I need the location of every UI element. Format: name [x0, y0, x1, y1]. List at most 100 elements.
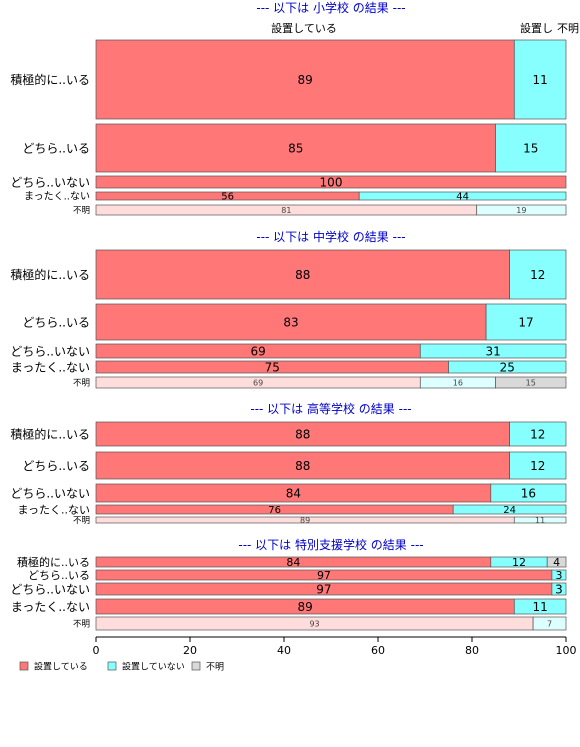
data-label: 89 [298, 600, 313, 614]
bar-segment-not-installed [485, 303, 567, 341]
data-label: 15 [526, 378, 536, 387]
legend-label-installed: 設置している [34, 661, 88, 673]
bar-segment-not-installed [551, 582, 567, 596]
legend-swatch-not-installed [107, 661, 117, 671]
data-label: 3 [555, 582, 563, 596]
bar-segment-not-installed [513, 516, 567, 524]
panel-title-3: --- 以下は 高等学校 の結果 --- [250, 401, 411, 416]
row-label: 不明 [73, 516, 90, 526]
data-label: 89 [298, 73, 313, 87]
data-label: 24 [503, 505, 516, 516]
row-label: どちら..いない [10, 175, 90, 189]
data-label: 88 [295, 459, 310, 473]
row-label: 不明 [73, 379, 90, 389]
panel-title-4: --- 以下は 特別支援学校 の結果 --- [238, 537, 423, 552]
x-tick-label: 0 [93, 644, 100, 657]
bar-segment-installed [95, 451, 510, 480]
data-label: 11 [535, 516, 545, 525]
column-label-installed: 設置している [271, 21, 337, 35]
row-label: どちら..いる [22, 459, 90, 473]
data-label: 100 [320, 175, 343, 189]
row-label: まったく..ない [11, 360, 90, 374]
row-label: 不明 [73, 620, 90, 630]
row-label: 不明 [73, 206, 90, 216]
bar-segment-installed [95, 123, 496, 173]
bar-segment-not-installed [419, 343, 567, 359]
data-label: 7 [547, 619, 552, 628]
row-label: どちら..いる [28, 569, 90, 582]
bar-segment-not-installed [509, 421, 567, 447]
row-label: 積極的に..いる [10, 267, 90, 282]
row-label: どちら..いる [22, 315, 90, 329]
data-label: 16 [521, 486, 536, 500]
column-label-unknown: 不明 [557, 22, 579, 35]
bar-segment-not-installed [490, 483, 567, 503]
data-label: 31 [486, 344, 501, 358]
data-label: 15 [523, 141, 538, 155]
x-tick-label: 60 [371, 644, 385, 657]
x-tick-label: 100 [556, 644, 577, 657]
data-label: 17 [518, 315, 533, 329]
bar-segment-installed [95, 39, 515, 120]
legend-label-unknown: 不明 [206, 662, 224, 673]
x-tick-label: 20 [183, 644, 197, 657]
data-label: 97 [316, 582, 331, 596]
bar-segment-not-installed [476, 204, 567, 216]
bar-segment-installed [95, 175, 567, 189]
data-label: 88 [295, 268, 310, 282]
row-label: どちら..いない [10, 344, 90, 358]
data-label: 11 [533, 600, 548, 614]
bar-segment-installed [95, 303, 487, 341]
column-label-not-installed: 設置し [520, 21, 553, 35]
bar-segment-not-installed [532, 616, 567, 631]
bar-segment-unknown [546, 556, 567, 568]
bar-segment-not-installed [358, 191, 567, 201]
bar-segment-not-installed [509, 451, 567, 480]
x-tick-label: 80 [465, 644, 479, 657]
panel-title-2: --- 以下は 中学校 の結果 --- [256, 229, 405, 244]
bar-segment-not-installed [513, 39, 567, 120]
bar-segment-not-installed [495, 123, 567, 173]
bar-segment-not-installed [513, 598, 567, 615]
bar-segment-not-installed [551, 569, 567, 581]
row-label: どちら..いない [10, 582, 90, 596]
legend-label-not-installed: 設置していない [122, 661, 185, 673]
row-label: まったく..ない [24, 191, 90, 203]
data-label: 12 [530, 459, 545, 473]
legend-swatch-unknown [191, 661, 201, 671]
data-label: 25 [500, 360, 515, 374]
bar-segment-not-installed [452, 504, 567, 515]
data-label: 97 [317, 569, 331, 582]
bar-segment-unknown [495, 376, 567, 389]
data-label: 84 [286, 556, 300, 569]
row-label: まったく..ない [17, 503, 90, 516]
data-label: 12 [512, 556, 526, 569]
bar-segment-not-installed [448, 360, 567, 374]
data-label: 69 [253, 378, 263, 387]
data-label: 4 [553, 556, 560, 569]
data-label: 76 [268, 505, 281, 516]
data-label: 12 [530, 427, 545, 441]
data-label: 56 [221, 192, 234, 203]
data-label: 19 [516, 206, 526, 215]
data-label: 11 [533, 73, 548, 87]
row-label: 積極的に..いる [10, 426, 90, 441]
panel-title-1: --- 以下は 小学校 の結果 --- [256, 0, 405, 15]
x-tick-label: 40 [277, 644, 291, 657]
data-label: 69 [251, 344, 266, 358]
row-label: まったく..ない [11, 600, 90, 614]
legend-swatch-installed [19, 661, 29, 671]
data-label: 84 [286, 486, 301, 500]
row-label: どちら..いない [10, 486, 90, 500]
data-label: 89 [300, 516, 310, 525]
row-label: どちら..いる [22, 141, 90, 155]
bar-segment-not-installed [509, 249, 567, 300]
row-label: 積極的に..いる [10, 72, 90, 87]
data-label: 85 [288, 141, 303, 155]
data-label: 16 [453, 378, 463, 387]
row-label: 積極的に..いる [17, 555, 90, 569]
data-label: 93 [309, 619, 319, 628]
data-label: 44 [456, 192, 469, 203]
data-label: 88 [295, 427, 310, 441]
